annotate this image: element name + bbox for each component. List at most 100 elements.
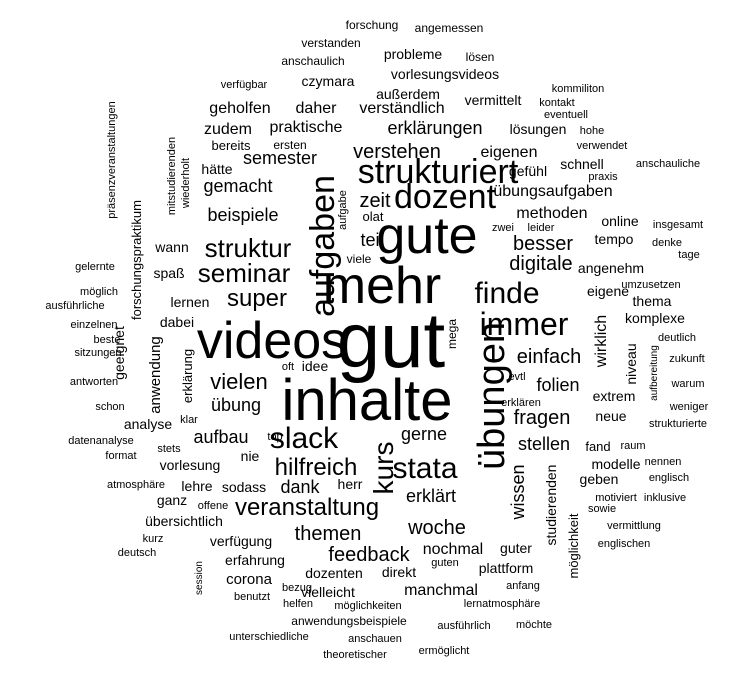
word-cloud-term: dozenten: [305, 565, 363, 581]
word-cloud-term: besser: [513, 233, 573, 255]
word-cloud-term: idee: [302, 358, 329, 374]
word-cloud-term: aufgaben: [304, 175, 342, 317]
word-cloud-term: tempo: [595, 231, 634, 247]
word-cloud-term: folien: [536, 375, 579, 395]
word-cloud-term: direkt: [382, 564, 416, 580]
word-cloud-term: zudem: [204, 121, 252, 138]
word-cloud-term: lernatmosphäre: [464, 598, 540, 610]
word-cloud-term: anschaulich: [281, 54, 344, 68]
word-cloud-term: hohe: [580, 125, 604, 137]
word-cloud-term: zukunft: [669, 353, 704, 365]
word-cloud-term: nie: [241, 448, 260, 464]
word-cloud-term: motiviert: [595, 492, 637, 504]
word-cloud-term: aufgabe: [337, 190, 349, 230]
word-cloud-term: offene: [198, 500, 228, 512]
word-cloud-term: strukturierte: [649, 418, 707, 430]
word-cloud-term: czymara: [302, 73, 355, 89]
word-cloud-term: warum: [670, 378, 704, 390]
word-cloud-term: deutlich: [658, 332, 696, 344]
word-cloud-term: einzelnen: [70, 319, 117, 331]
word-cloud-term: kommiliton: [552, 83, 605, 95]
word-cloud-term: dank: [280, 477, 320, 497]
word-cloud-term: struktur: [205, 233, 292, 263]
word-cloud-term: umzusetzen: [621, 279, 680, 291]
word-cloud-term: slack: [270, 422, 339, 455]
word-cloud-term: kurz: [143, 533, 164, 545]
word-cloud-term: nennen: [645, 456, 682, 468]
word-cloud-term: bezug: [282, 582, 312, 594]
word-cloud-term: olat: [363, 209, 384, 224]
word-cloud-term: oft: [282, 361, 294, 373]
word-cloud-term: wann: [154, 239, 188, 255]
word-cloud-term: verstanden: [301, 36, 360, 50]
word-cloud-term: übersichtlich: [145, 513, 223, 529]
word-cloud-term: einfach: [517, 346, 582, 368]
word-cloud-term: mega: [445, 319, 459, 349]
word-cloud-term: zeit: [359, 190, 391, 212]
word-cloud-term: tage: [678, 249, 699, 261]
word-cloud-term: möglichkeit: [566, 513, 581, 578]
word-cloud-term: fand: [585, 439, 610, 454]
word-cloud-term: nochmal: [423, 541, 483, 558]
word-cloud-term: verfügbar: [221, 79, 268, 91]
word-cloud-term: komplexe: [625, 310, 685, 326]
word-cloud-term: lernen: [171, 294, 210, 310]
word-cloud-term: daher: [296, 100, 338, 117]
word-cloud-term: eigenen: [481, 144, 538, 161]
word-cloud-term: mehr: [323, 257, 441, 315]
word-cloud-term: lehre: [181, 478, 212, 494]
word-cloud-term: verfügung: [210, 533, 272, 549]
word-cloud-term: sodass: [222, 479, 266, 495]
word-cloud-term: ausführlich: [437, 620, 490, 632]
word-cloud-term: geben: [580, 471, 619, 487]
word-cloud-term: guter: [500, 540, 532, 556]
word-cloud-term: vorlesungsvideos: [391, 66, 499, 82]
word-cloud-term: erklären: [501, 397, 541, 409]
word-cloud-term: ganz: [157, 492, 187, 508]
word-cloud-term: stata: [392, 452, 457, 485]
word-cloud-term: sowie: [588, 503, 616, 515]
word-cloud-term: möglichkeiten: [334, 600, 401, 612]
word-cloud-term: woche: [407, 517, 466, 539]
word-cloud-term: verwendet: [577, 140, 628, 152]
word-cloud-term: ersten: [273, 138, 306, 152]
word-cloud-term: schon: [95, 401, 124, 413]
word-cloud-term: wiederholt: [180, 158, 192, 209]
word-cloud-term: inhalte: [282, 368, 453, 433]
word-cloud-term: unterschiedliche: [229, 631, 309, 643]
word-cloud-term: fragen: [514, 407, 571, 429]
word-cloud-term: super: [227, 285, 287, 312]
word-cloud-term: session: [194, 561, 205, 595]
word-cloud-term: möglich: [80, 286, 118, 298]
word-cloud-term: ermöglicht: [419, 645, 470, 657]
word-cloud-term: praxis: [588, 171, 618, 183]
word-cloud-term: mitstudierenden: [166, 137, 178, 215]
word-cloud-term: studierenden: [543, 465, 559, 546]
word-cloud-term: gut: [337, 296, 446, 384]
word-cloud-term: vielleicht: [301, 584, 355, 600]
word-cloud-term: vorlesung: [160, 457, 221, 473]
word-cloud-term: spaß: [153, 265, 184, 281]
word-cloud-term: vermittelt: [465, 92, 522, 108]
word-cloud-term: weniger: [669, 401, 709, 413]
word-cloud-term: außerdem: [376, 86, 440, 102]
word-cloud-term: gefühl: [509, 163, 547, 179]
word-cloud-term: finde: [474, 277, 539, 310]
word-cloud-term: präsenzveranstaltungen: [106, 101, 118, 218]
word-cloud-term: stellen: [518, 434, 570, 454]
word-cloud-term: erklärungen: [387, 118, 482, 138]
word-cloud-term: anfang: [506, 580, 540, 592]
word-cloud-term: erklärung: [180, 349, 195, 403]
word-cloud-term: anschauliche: [636, 158, 700, 170]
word-cloud-term: aufbau: [193, 427, 248, 447]
word-cloud-term: kurs: [368, 442, 399, 495]
word-cloud-term: gerne: [401, 424, 447, 444]
word-cloud-term: dozent: [394, 178, 497, 216]
word-cloud-term: feedback: [328, 544, 410, 566]
word-cloud-term: vielen: [210, 369, 267, 394]
word-cloud-term: corona: [226, 571, 273, 588]
word-cloud-term: theoretischer: [323, 649, 387, 661]
word-cloud-term: anschauen: [348, 633, 402, 645]
word-cloud-term: insgesamt: [653, 219, 703, 231]
